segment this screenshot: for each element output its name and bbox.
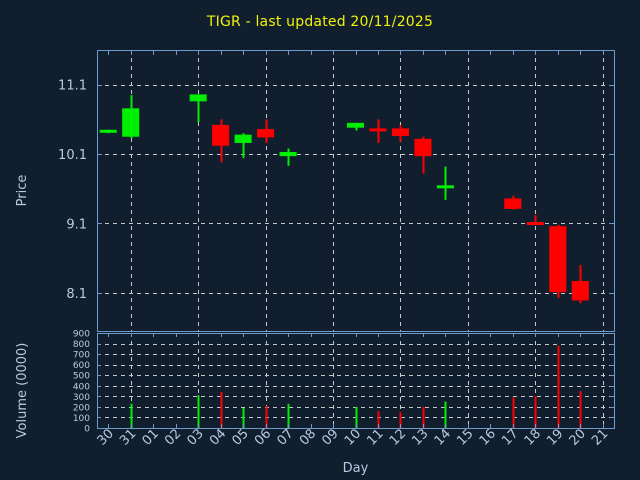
xtick-label-08: 08 — [297, 426, 319, 448]
candle-19 — [549, 224, 567, 298]
candle-body — [346, 122, 365, 128]
volume-axis-label: Volume (0000) — [15, 343, 30, 439]
candle-body — [549, 226, 567, 293]
candle-20 — [571, 265, 589, 304]
candle-05 — [234, 133, 252, 159]
candle-17 — [504, 195, 522, 210]
xtick-label-19: 19 — [544, 426, 566, 448]
xtick-label-21: 21 — [589, 426, 611, 448]
xtick-label-03: 03 — [185, 426, 207, 448]
xtick-label-02: 02 — [162, 426, 184, 448]
price-panel-border — [97, 50, 615, 332]
candle-13 — [414, 136, 432, 174]
candle-14 — [436, 166, 454, 200]
xtick-label-16: 16 — [477, 426, 499, 448]
xtick-label-05: 05 — [229, 426, 251, 448]
candle-body — [122, 108, 140, 137]
price-ytick-label: 8.1 — [66, 287, 87, 302]
candle-06 — [257, 119, 275, 143]
candle-body — [414, 138, 432, 157]
price-ytick-label: 9.1 — [66, 217, 87, 232]
price-ytick-label: 10.1 — [58, 148, 87, 163]
price-axis-label: Price — [15, 175, 30, 207]
candle-body — [526, 222, 544, 226]
volume-ytick-label: 800 — [73, 340, 90, 350]
xtick-label-11: 11 — [364, 426, 386, 448]
xtick-label-18: 18 — [522, 426, 544, 448]
volume-ytick-label: 400 — [73, 382, 90, 392]
candle-body — [571, 281, 589, 301]
volume-ytick-label: 900 — [73, 330, 90, 340]
xtick-label-12: 12 — [387, 426, 409, 448]
candle-10 — [346, 122, 365, 131]
candle-31 — [122, 95, 140, 139]
xtick-label-17: 17 — [499, 426, 521, 448]
candle-18 — [526, 215, 544, 226]
candle-body — [212, 124, 230, 146]
candle-body — [189, 94, 207, 102]
candle-04 — [212, 119, 230, 163]
xtick-label-20: 20 — [567, 426, 589, 448]
xtick-label-15: 15 — [454, 426, 476, 448]
candle-body — [504, 198, 522, 209]
candle-30 — [99, 129, 117, 134]
xtick-label-09: 09 — [319, 426, 341, 448]
xtick-label-30: 30 — [95, 426, 117, 448]
xtick-label-07: 07 — [274, 426, 296, 448]
xtick-label-01: 01 — [140, 426, 162, 448]
volume-ytick-label: 600 — [73, 361, 90, 371]
xtick-label-10: 10 — [342, 426, 364, 448]
candle-body — [279, 151, 297, 157]
candle-body — [99, 129, 117, 133]
candle-03 — [189, 94, 207, 123]
volume-ytick-label: 200 — [73, 403, 90, 413]
chart-title: TIGR - last updated 20/11/2025 — [206, 14, 434, 30]
xtick-label-06: 06 — [252, 426, 274, 448]
candle-body — [391, 128, 409, 137]
volume-ytick-label: 0 — [84, 425, 90, 435]
xtick-label-04: 04 — [207, 426, 229, 448]
price-ytick-label: 11.1 — [58, 79, 87, 94]
candle-11 — [369, 119, 387, 143]
volume-ytick-label: 700 — [73, 351, 90, 361]
x-axis-label: Day — [343, 461, 369, 476]
xtick-label-13: 13 — [409, 426, 431, 448]
candle-07 — [279, 148, 297, 166]
volume-ytick-label: 100 — [73, 414, 90, 424]
candle-12 — [391, 124, 409, 142]
xtick-label-14: 14 — [432, 426, 454, 448]
volume-ytick-label: 500 — [73, 372, 90, 382]
candle-body — [369, 128, 387, 132]
candle-body — [436, 185, 454, 189]
candle-body — [257, 129, 275, 138]
volume-ytick-label: 300 — [73, 393, 90, 403]
candle-body — [234, 134, 252, 143]
xtick-label-31: 31 — [117, 426, 139, 448]
